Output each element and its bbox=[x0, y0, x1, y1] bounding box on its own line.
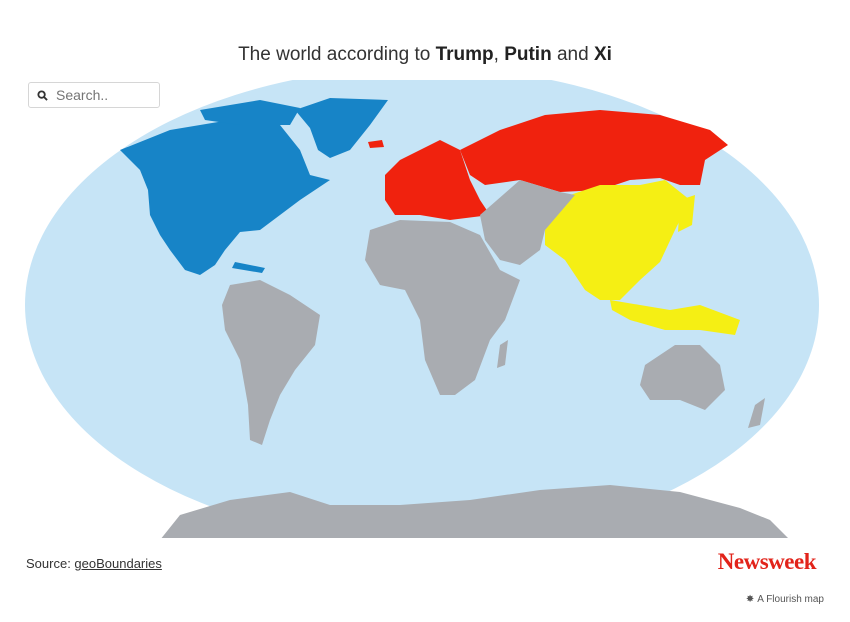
search-box[interactable] bbox=[28, 82, 160, 108]
source-credit: Source: geoBoundaries bbox=[26, 556, 162, 571]
title-sep: , bbox=[493, 44, 505, 65]
region-japan[interactable] bbox=[678, 195, 695, 232]
flourish-credit-text: A Flourish map bbox=[757, 594, 824, 605]
title-putin: Putin bbox=[504, 44, 552, 65]
map-title: The world according to Trump, Putin and … bbox=[0, 44, 850, 66]
region-europe[interactable] bbox=[385, 140, 490, 220]
region-africa[interactable] bbox=[365, 220, 520, 395]
region-indonesia[interactable] bbox=[610, 300, 740, 335]
source-label: Source: bbox=[26, 556, 75, 571]
flourish-icon: ✸ bbox=[745, 594, 755, 605]
region-madagascar[interactable] bbox=[497, 340, 508, 368]
region-iceland[interactable] bbox=[368, 140, 384, 148]
source-link[interactable]: geoBoundaries bbox=[74, 556, 162, 571]
region-south-america[interactable] bbox=[222, 280, 320, 445]
region-north-america[interactable] bbox=[120, 120, 330, 275]
title-text: The world according to bbox=[238, 44, 436, 65]
region-middle-east-central-asia[interactable] bbox=[480, 180, 575, 265]
region-caribbean[interactable] bbox=[232, 262, 265, 273]
flourish-credit[interactable]: ✸ A Flourish map bbox=[746, 594, 824, 605]
title-xi: Xi bbox=[593, 44, 612, 65]
region-canada-arctic[interactable] bbox=[200, 100, 300, 125]
region-australia[interactable] bbox=[640, 345, 725, 410]
region-greenland[interactable] bbox=[295, 98, 388, 158]
title-and: and bbox=[551, 44, 594, 65]
newsweek-logo: Newsweek bbox=[717, 549, 817, 574]
region-new-zealand[interactable] bbox=[748, 398, 765, 428]
title-trump: Trump bbox=[435, 44, 494, 65]
region-antarctica[interactable] bbox=[160, 485, 790, 540]
region-russia[interactable] bbox=[460, 110, 728, 192]
search-input[interactable] bbox=[54, 86, 158, 104]
search-icon bbox=[37, 89, 48, 101]
region-china-asia[interactable] bbox=[545, 180, 690, 300]
